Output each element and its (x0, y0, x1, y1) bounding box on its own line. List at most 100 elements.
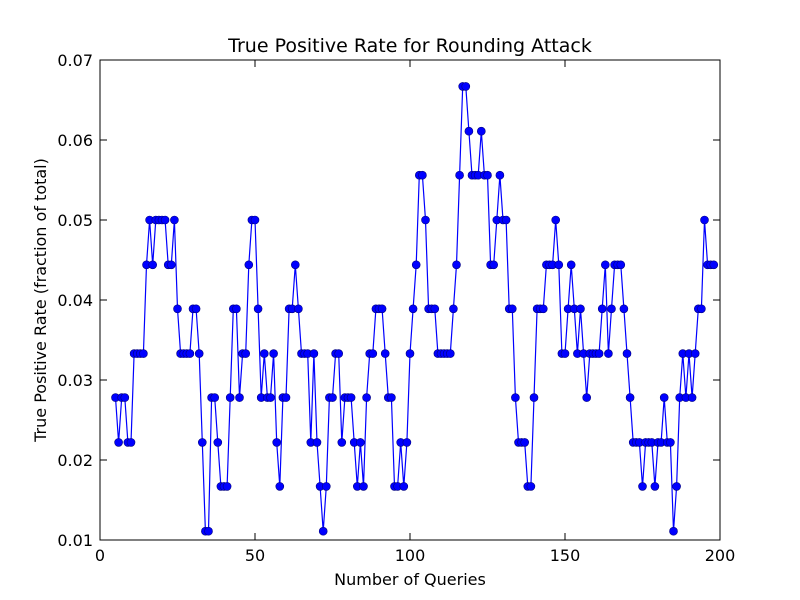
y-axis-title: True Positive Rate (fraction of total) (31, 158, 50, 443)
data-point (170, 215, 179, 225)
data-point (687, 393, 697, 402)
data-point (604, 349, 613, 358)
data-point (250, 215, 260, 225)
y-tick-label: 0.07 (57, 51, 93, 70)
data-point (272, 438, 282, 447)
data-point (312, 438, 322, 447)
data-point (529, 393, 539, 402)
tick-label-layer: 0 50 100 150 200 0.01 0.02 0.03 0.04 0.05 0.06 0.07 (57, 51, 735, 565)
data-point (495, 170, 505, 180)
data-point (328, 393, 337, 402)
data-point (421, 215, 430, 225)
data-point (275, 482, 285, 491)
data-point (213, 438, 223, 447)
data-point (160, 215, 170, 225)
series-line (114, 85, 714, 532)
data-point (114, 438, 123, 447)
data-point (511, 393, 520, 402)
data-point (405, 349, 415, 358)
data-point (185, 349, 195, 358)
data-point (120, 393, 130, 402)
data-point (418, 170, 427, 180)
data-point (607, 304, 616, 314)
data-point (148, 260, 157, 270)
data-point (666, 438, 675, 447)
data-point (461, 82, 471, 91)
data-point (520, 438, 530, 447)
data-point (191, 304, 201, 314)
data-point (337, 438, 347, 447)
data-point (167, 260, 176, 270)
data-point (235, 393, 244, 402)
data-point (334, 349, 344, 358)
data-point (290, 260, 300, 270)
y-tick-label: 0.04 (57, 291, 93, 310)
x-tick-label: 200 (705, 546, 736, 565)
data-point (526, 482, 536, 491)
data-point (241, 349, 250, 358)
data-point (582, 393, 592, 402)
data-point (408, 304, 418, 314)
x-tick-label: 100 (395, 546, 426, 565)
data-point (700, 215, 709, 225)
data-point (650, 482, 660, 491)
y-tick-label: 0.01 (57, 531, 93, 550)
data-point (445, 349, 455, 358)
data-point (501, 215, 511, 225)
data-point (659, 393, 669, 402)
data-point (244, 260, 254, 270)
data-point (594, 349, 604, 358)
data-point (489, 260, 499, 270)
data-point (387, 393, 396, 402)
data-point (566, 260, 576, 270)
y-tick-label: 0.02 (57, 451, 93, 470)
x-tick-label: 150 (550, 546, 581, 565)
data-point (625, 393, 635, 402)
data-point (259, 349, 269, 358)
data-point (709, 260, 719, 270)
data-point (554, 260, 564, 270)
x-axis-title: Number of Queries (334, 570, 486, 589)
data-point (356, 438, 365, 447)
data-point (507, 304, 517, 314)
data-point (318, 526, 328, 536)
data-point (139, 349, 148, 358)
data-point (126, 438, 136, 447)
data-point (600, 260, 610, 270)
data-point (551, 215, 561, 225)
data-point (576, 304, 585, 314)
data-point (222, 482, 232, 491)
y-tick-label: 0.06 (57, 131, 93, 150)
data-point (204, 526, 213, 536)
data-point (225, 393, 235, 402)
data-point (346, 393, 356, 402)
data-point (269, 349, 278, 358)
data-point (697, 304, 706, 314)
data-point (619, 304, 629, 314)
data-point (597, 304, 607, 314)
data-point (266, 393, 275, 402)
data-point (449, 304, 458, 314)
data-point (210, 393, 219, 402)
data-point (476, 126, 486, 136)
data-point (672, 482, 681, 491)
data-point (173, 304, 182, 314)
data-point (321, 482, 331, 491)
chart-title: True Positive Rate for Rounding Attack (227, 35, 592, 57)
data-point (455, 170, 464, 180)
data-point (538, 304, 548, 314)
data-point (622, 349, 632, 358)
data-point (638, 482, 647, 491)
data-point (399, 482, 409, 491)
data-point (464, 126, 474, 136)
data-point (253, 304, 263, 314)
data-point (281, 393, 291, 402)
x-tick-label: 0 (95, 546, 105, 565)
data-point (194, 349, 204, 358)
x-tick-label: 50 (245, 546, 265, 565)
data-point (560, 349, 570, 358)
data-point (232, 304, 241, 314)
data-point (483, 170, 492, 180)
data-point (380, 349, 390, 358)
data-point (616, 260, 626, 270)
